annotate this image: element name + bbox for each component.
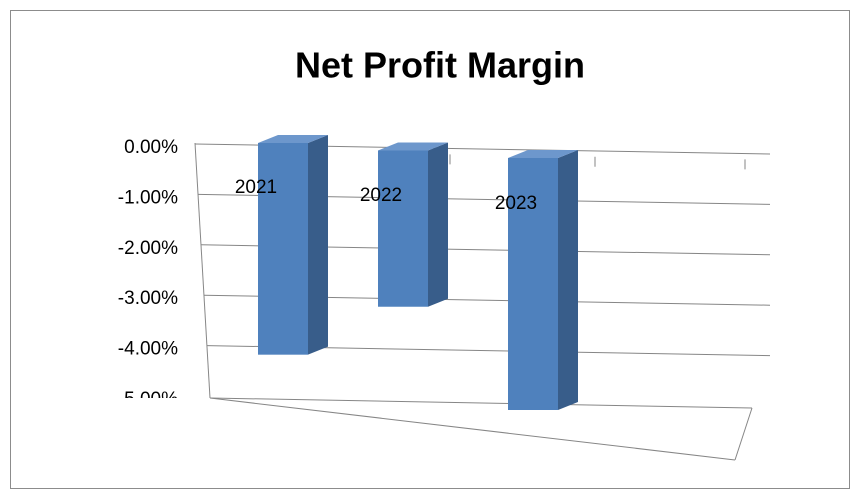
bar-side	[308, 135, 328, 355]
chart-title: Net Profit Margin	[295, 45, 585, 86]
y-tick-label: 0.00%	[124, 137, 178, 158]
category-label: 2021	[235, 177, 277, 198]
category-label: 2023	[495, 193, 537, 214]
y-tick-label: -2.00%	[118, 238, 178, 259]
bar-side	[558, 150, 578, 410]
y-tick-label: -3.00%	[118, 288, 178, 309]
floor-edge	[209, 397, 736, 461]
bar-top	[258, 135, 328, 143]
category-label: 2022	[360, 185, 402, 206]
y-tick-label: -4.00%	[118, 339, 178, 360]
bar	[508, 158, 558, 410]
left-wall	[194, 142, 211, 399]
floor-edge	[734, 407, 753, 461]
floor-back	[209, 397, 753, 409]
bar	[378, 150, 428, 307]
bar-top	[378, 142, 448, 151]
bar-side	[428, 142, 448, 307]
bar	[258, 143, 308, 355]
y-tick-label: -1.00%	[118, 187, 178, 208]
bar-top	[508, 150, 578, 158]
y-tick-label: -5.00%	[118, 389, 178, 410]
